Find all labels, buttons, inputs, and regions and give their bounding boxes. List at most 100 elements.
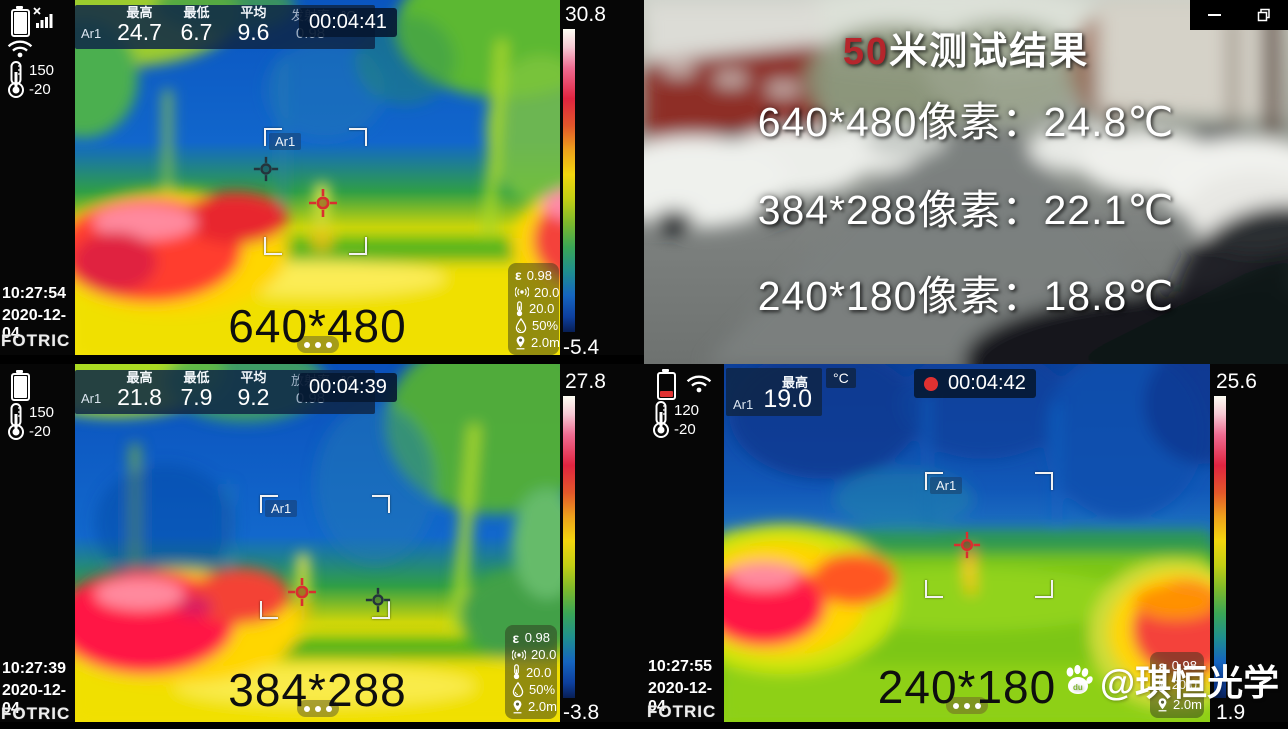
setting-ambient-temp: 20.0 xyxy=(515,301,554,318)
range-low: -20 xyxy=(29,81,51,98)
battery-low-icon xyxy=(657,369,676,400)
range-high: 150 xyxy=(29,62,55,79)
watermark-text: @琪恒光学 xyxy=(1100,662,1280,703)
resolution-label: 240*180 xyxy=(877,661,1057,713)
result-line-240: 240*180像素：18.8℃ xyxy=(757,273,1175,319)
scale-max-value: 25.6 xyxy=(1216,370,1257,393)
stat-max: 最高 21.8 xyxy=(117,370,162,410)
wifi-icon xyxy=(686,375,712,393)
humidity-icon xyxy=(512,681,524,697)
scale-min-value: -5.4 xyxy=(563,336,600,359)
humidity-icon xyxy=(515,318,527,334)
roi-name: Ar1 xyxy=(81,391,102,406)
palette-gradient xyxy=(563,396,575,698)
distance-pin-icon xyxy=(515,335,526,350)
resolution-caption: 240*180 xyxy=(724,664,1210,714)
wifi-icon xyxy=(7,40,33,58)
status-sidebar: 150 -20 10:27:39 2020-12-04 FOTRIC xyxy=(0,364,75,723)
resolution-label: 640*480 xyxy=(228,300,407,352)
roi-box-label: Ar1 xyxy=(269,133,302,150)
range-high: 150 xyxy=(29,404,55,421)
roi-name: Ar1 xyxy=(81,26,102,41)
setting-humidity: 50% xyxy=(512,681,555,698)
distance-pin-icon xyxy=(512,699,523,714)
minimize-icon xyxy=(1207,14,1221,16)
palette-gradient xyxy=(563,29,575,332)
color-scale: 27.8 -3.8 xyxy=(560,364,644,724)
result-line-640: 640*480像素：24.8℃ xyxy=(757,99,1175,145)
cold-spot-crosshair xyxy=(253,156,279,182)
thermometer-icon xyxy=(515,301,524,317)
roi-box-label: Ar1 xyxy=(930,477,963,494)
temp-range-icon xyxy=(8,61,24,98)
range-high: 120 xyxy=(674,402,700,419)
date-text: 2020-12-04 xyxy=(2,682,67,717)
record-timer: 00:04:41 xyxy=(299,8,397,37)
hot-spot-crosshair xyxy=(288,578,316,606)
roi-box-label: Ar1 xyxy=(265,500,298,517)
color-scale: 25.6 1.9 xyxy=(1210,364,1288,724)
thermometer-icon xyxy=(1157,677,1167,693)
distance-pin-icon xyxy=(1157,697,1168,712)
date-text: 2020-12-04 xyxy=(2,307,67,342)
stat-avg: 平均 9.6 xyxy=(237,5,270,45)
clock-text: 10:27:39 xyxy=(2,660,67,677)
stat-avg: 平均 9.2 xyxy=(237,370,270,410)
battery-icon xyxy=(11,370,30,401)
fotric-logo: FOTRIC xyxy=(647,702,717,721)
measure-settings-panel: ε 0.98 20.0 2.0m xyxy=(1150,652,1204,718)
menu-dots-button[interactable] xyxy=(946,697,988,714)
record-dot-icon xyxy=(924,376,938,391)
watermark: du @琪恒光学 xyxy=(1062,654,1279,706)
scale-max-value: 30.8 xyxy=(565,3,606,26)
temp-range-icon xyxy=(653,401,669,438)
color-scale: 30.8 -5.4 xyxy=(560,0,644,359)
menu-dots-button[interactable] xyxy=(296,700,339,717)
result-title-highlight: 50 xyxy=(842,31,890,73)
thermal-image-640x480: Ar1 最高 24.7 最低 6.7 平均 9.6 发射率 0.98 °C 00… xyxy=(75,0,560,355)
roi-name: Ar1 xyxy=(733,397,754,412)
temp-unit: °C xyxy=(826,368,856,388)
range-low: -20 xyxy=(29,423,51,440)
cold-spot-crosshair xyxy=(365,587,391,613)
photo-panel: 50米测试结果 640*480像素：24.8℃ 384*288像素：22.1℃ … xyxy=(644,0,1288,364)
thermal-image-240x180: Ar1 最高 19.0 °C 00:04:42 Ar1 ε 0.98 xyxy=(724,364,1210,722)
measurement-stats-bar: Ar1 最高 19.0 xyxy=(726,368,822,416)
setting-distance: 2.0m xyxy=(1157,695,1202,714)
range-low: -20 xyxy=(674,421,696,438)
fotric-logo: FOTRIC xyxy=(1,704,71,723)
status-sidebar: 150 -20 10:27:54 2020-12-04 FOTRIC xyxy=(0,0,75,355)
result-title-rest: 米测试结果 xyxy=(889,31,1090,73)
hot-spot-crosshair xyxy=(309,189,337,217)
street-photo xyxy=(644,0,1288,364)
radiation-icon xyxy=(512,649,526,661)
setting-ambient-temp: 20.0 xyxy=(1157,675,1197,694)
scale-min-value: 1.9 xyxy=(1216,701,1246,724)
thermal-panel-640x480: Ar1 最高 24.7 最低 6.7 平均 9.6 发射率 0.98 °C 00… xyxy=(0,0,644,364)
restore-button[interactable] xyxy=(1239,0,1288,30)
minimize-button[interactable] xyxy=(1190,0,1239,30)
radiation-icon xyxy=(515,286,529,298)
thermal-panel-384x288: Ar1 最高 21.8 最低 7.9 平均 9.2 放射率 0.98 °C 00… xyxy=(0,364,644,729)
roi-box: Ar1 xyxy=(260,495,390,619)
status-sidebar: 120 -20 10:27:55 2020-12-04 FOTRIC xyxy=(644,364,724,722)
result-line-384: 384*288像素：22.1℃ xyxy=(757,187,1175,233)
palette-gradient xyxy=(1214,396,1226,698)
baidu-paw-icon: du xyxy=(1066,664,1093,694)
clock-text: 10:27:55 xyxy=(648,658,713,675)
thermal-image-384x288: Ar1 最高 21.8 最低 7.9 平均 9.2 放射率 0.98 °C 00… xyxy=(75,364,560,722)
menu-dots-button[interactable] xyxy=(296,336,339,353)
record-timer: 00:04:42 xyxy=(914,369,1036,398)
scale-max-value: 27.8 xyxy=(565,370,606,393)
record-timer: 00:04:39 xyxy=(299,373,397,402)
window-controls xyxy=(1190,0,1288,30)
scale-min-value: -3.8 xyxy=(563,701,600,724)
setting-emissivity: ε 0.98 xyxy=(515,267,552,284)
stat-min: 最低 7.9 xyxy=(180,370,213,410)
measure-settings-panel: ε 0.98 20.0 20.0 50% 2.0m xyxy=(505,625,557,719)
setting-ambient-temp: 20.0 xyxy=(512,663,551,680)
emissivity-icon: ε xyxy=(512,629,520,646)
stat-max: 最高 24.7 xyxy=(117,5,162,45)
thermal-scene-240x180 xyxy=(724,364,1210,722)
resolution-label: 384*288 xyxy=(228,664,407,716)
